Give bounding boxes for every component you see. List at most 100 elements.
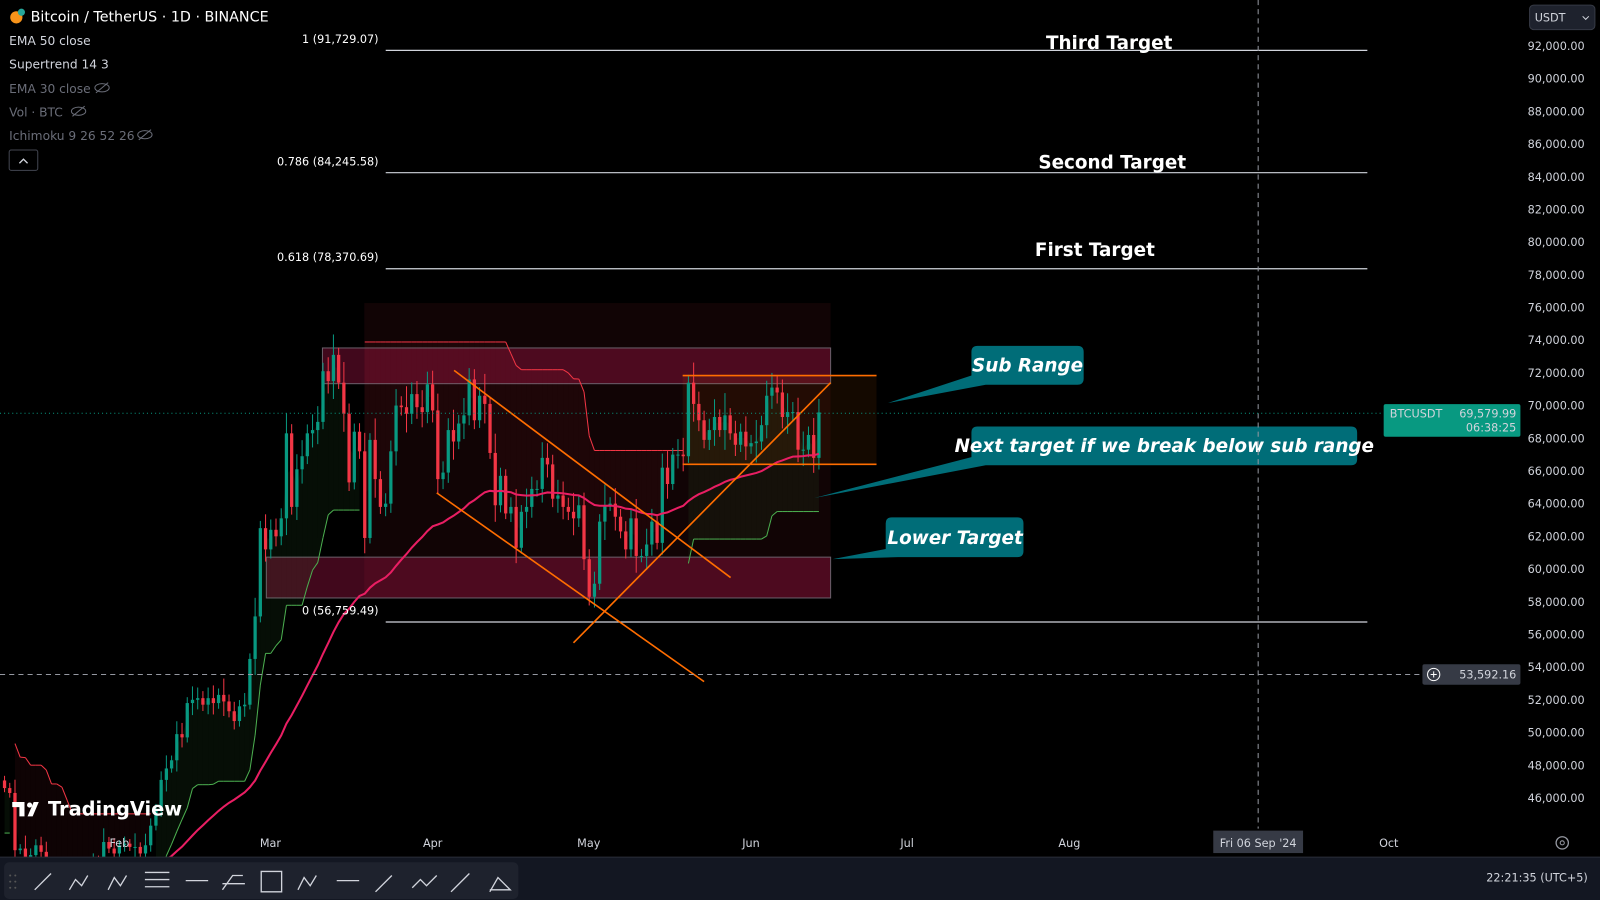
candle-body <box>425 384 430 413</box>
first-target-label: First Target <box>1035 240 1155 261</box>
eye-hidden-icon[interactable] <box>137 129 153 141</box>
candle-body <box>817 412 821 458</box>
candle-body <box>420 407 424 413</box>
parallel-channel-icon[interactable] <box>144 871 170 888</box>
callout-sub-range[interactable]: Sub Range <box>887 345 1084 404</box>
path-icon[interactable] <box>411 875 438 889</box>
clock[interactable]: 22:21:35 (UTC+5) <box>1486 872 1587 885</box>
elliott-wave-icon-glyph <box>107 875 128 891</box>
x-tick-label: Mar <box>260 837 282 850</box>
candle-body <box>556 495 560 499</box>
candle-body <box>483 395 487 404</box>
candle-body <box>107 842 111 849</box>
candle-body <box>472 379 477 421</box>
supertrend-fill <box>390 341 397 477</box>
supertrend-segment <box>40 764 47 771</box>
candle-body <box>791 412 795 414</box>
settings-gear-icon[interactable] <box>1555 836 1570 850</box>
candle-body <box>321 371 325 422</box>
pitchfork-icon[interactable] <box>221 874 245 891</box>
fib-retracement[interactable]: 1 (91,729.07) 0.786 (84,245.58) 0.618 (7… <box>277 33 1186 617</box>
symbol-title[interactable]: Bitcoin / TetherUS · 1D · BINANCE <box>31 9 269 25</box>
supertrend-fill <box>317 395 323 563</box>
time-axis[interactable]: Feb Mar Apr May Jun Jul Aug Oct Fri 06 S… <box>109 830 1570 854</box>
indicator-ichimoku[interactable]: Ichimoku 9 26 52 26 <box>9 129 135 143</box>
candle-body <box>650 521 654 545</box>
supertrend-segment <box>213 780 219 785</box>
supertrend-fill <box>719 421 725 540</box>
y-tick-label: 68,000.00 <box>1528 432 1585 445</box>
y-tick-label: 78,000.00 <box>1528 269 1585 282</box>
candle <box>665 451 670 499</box>
candle-body <box>540 457 544 489</box>
supertrend-fill <box>416 341 423 409</box>
callout-text: Lower Target <box>887 528 1024 549</box>
indicator-volume[interactable]: Vol · BTC <box>9 105 63 119</box>
elliott-wave-icon[interactable] <box>107 875 128 891</box>
candle <box>263 514 268 562</box>
xabcd-pattern-icon[interactable] <box>297 875 317 891</box>
candle <box>571 492 576 536</box>
supertrend-fill <box>641 450 647 556</box>
abcd-pattern-icon[interactable] <box>68 875 89 891</box>
supertrend-segment <box>254 684 261 736</box>
candle <box>206 687 210 715</box>
supertrend-segment <box>322 514 329 538</box>
supertrend-fill <box>171 746 177 845</box>
candle <box>357 423 362 459</box>
candle <box>457 414 461 450</box>
supertrend-fill <box>761 409 767 540</box>
candle-body <box>253 616 257 659</box>
supertrend-fill <box>411 341 417 404</box>
fib-label-0618: 0.618 (78,370.69) <box>277 251 379 264</box>
supertrend-fill <box>751 441 757 540</box>
drawing-toolbar <box>9 870 512 893</box>
supertrend-fill <box>568 372 574 515</box>
candle <box>352 423 356 490</box>
callout-next-target[interactable]: Next target if we break below sub range <box>814 426 1374 498</box>
supertrend-segment <box>165 843 173 856</box>
candle <box>681 437 685 472</box>
currency-button[interactable]: USDT <box>1529 4 1596 31</box>
callout-lower-target[interactable]: Lower Target <box>832 517 1024 560</box>
candle-body <box>337 354 341 383</box>
candle-body <box>269 529 273 550</box>
candle <box>702 410 706 449</box>
rectangle-icon[interactable] <box>260 870 283 893</box>
candle <box>347 403 351 492</box>
indicator-ema-50[interactable]: EMA 50 close <box>9 34 91 48</box>
trend-line-icon[interactable] <box>34 873 52 891</box>
price-axis[interactable]: 92,000.00 90,000.00 88,000.00 86,000.00 84,0… <box>1528 40 1585 805</box>
collapse-legend-button[interactable] <box>8 149 39 171</box>
candle-body <box>504 475 508 514</box>
candle-body <box>164 768 169 780</box>
candle-body <box>211 698 215 704</box>
candle-body <box>149 825 153 846</box>
tradingview-logo[interactable]: TradingView <box>12 797 182 820</box>
candle <box>326 357 330 394</box>
ray-icon[interactable] <box>450 873 470 893</box>
brush-icon[interactable] <box>489 876 512 893</box>
add-plus-icon[interactable] <box>1427 667 1441 682</box>
candle <box>744 416 748 461</box>
supertrend-segment <box>306 569 314 587</box>
indicator-ema-30[interactable]: EMA 30 close <box>9 82 91 96</box>
candle-body <box>117 845 122 854</box>
y-tick-label: 46,000.00 <box>1528 792 1585 805</box>
eye-hidden-icon[interactable] <box>94 82 110 94</box>
candle-body <box>305 433 309 457</box>
supertrend-segment <box>181 807 188 820</box>
drag-handle-icon[interactable] <box>9 874 17 889</box>
upper-range-box <box>321 347 832 385</box>
candle <box>801 431 805 467</box>
supertrend-segment <box>14 743 21 758</box>
eye-hidden-icon[interactable] <box>70 105 87 117</box>
arrow-icon[interactable] <box>375 875 393 893</box>
candle <box>237 700 242 727</box>
candle <box>671 447 675 490</box>
candle <box>399 396 403 416</box>
candle <box>707 418 711 450</box>
indicator-supertrend[interactable]: Supertrend 14 3 <box>9 57 109 71</box>
candle <box>201 691 205 711</box>
